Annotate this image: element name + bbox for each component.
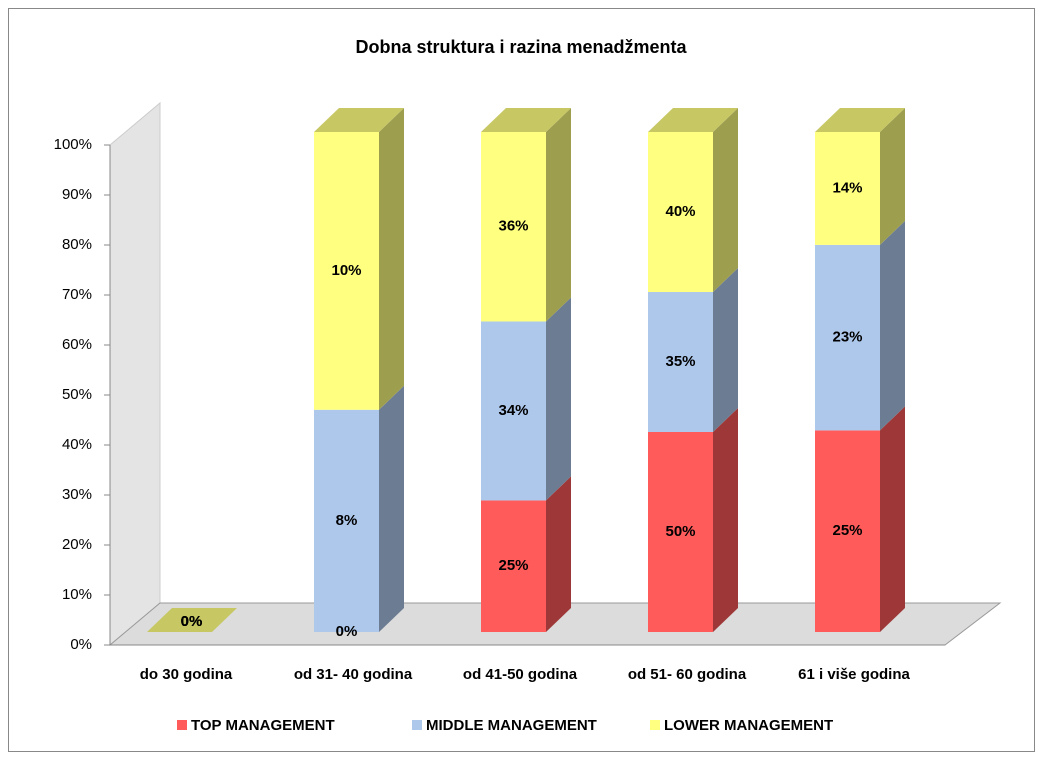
data-label: 14% — [832, 179, 862, 196]
data-label: 25% — [832, 522, 862, 539]
data-label: 50% — [665, 523, 695, 540]
data-label: 0% — [181, 613, 203, 630]
legend-label: MIDDLE MANAGEMENT — [426, 717, 597, 734]
data-label: 8% — [336, 512, 358, 529]
bar-side — [880, 108, 905, 245]
data-label: 25% — [498, 557, 528, 574]
legend-swatch — [650, 720, 660, 730]
bar-top — [481, 108, 571, 132]
bar-segment — [481, 500, 546, 632]
bar-segment — [314, 132, 379, 410]
bar-side — [546, 297, 571, 501]
x-tick-label: do 30 godina — [140, 666, 233, 683]
bar-side — [880, 220, 905, 431]
back-wall — [109, 101, 161, 647]
bar-side — [713, 408, 738, 632]
y-tick-label: 60% — [62, 336, 92, 353]
data-label: 0% — [181, 613, 203, 630]
bar-side — [546, 108, 571, 322]
y-tick-label: 20% — [62, 536, 92, 553]
legend-label: LOWER MANAGEMENT — [664, 717, 833, 734]
bar-segment — [815, 430, 880, 632]
legend-label: TOP MANAGEMENT — [191, 717, 335, 734]
y-tick-label: 50% — [62, 386, 92, 403]
bar-segment — [481, 132, 546, 322]
bar-side — [379, 385, 404, 632]
bar-segment — [815, 132, 880, 245]
bar-top — [147, 608, 237, 632]
y-tick-label: 0% — [70, 636, 92, 653]
bar-top — [314, 108, 404, 132]
data-label: 0% — [336, 623, 358, 640]
bar-side — [713, 268, 738, 432]
x-tick-label: 61 i više godina — [798, 666, 910, 683]
legend-swatch — [177, 720, 187, 730]
bar-top — [648, 108, 738, 132]
y-tick-label: 90% — [62, 186, 92, 203]
data-label: 10% — [331, 262, 361, 279]
bar-side — [379, 108, 404, 410]
chart-title: Dobna struktura i razina menadžmenta — [355, 37, 687, 57]
bar-side — [713, 108, 738, 292]
bar-segment — [815, 244, 880, 431]
data-label: 34% — [498, 402, 528, 419]
y-tick-label: 10% — [62, 586, 92, 603]
bar-segment — [648, 292, 713, 432]
bar-top — [815, 108, 905, 132]
bar-segment — [314, 409, 379, 632]
x-tick-label: od 31- 40 godina — [294, 666, 413, 683]
y-tick-label: 30% — [62, 486, 92, 503]
bar-segment — [481, 321, 546, 501]
bar-segment — [648, 132, 713, 292]
x-tick-label: od 51- 60 godina — [628, 666, 747, 683]
bar-side — [546, 476, 571, 632]
data-label: 0% — [181, 613, 203, 630]
y-tick-label: 80% — [62, 236, 92, 253]
legend-swatch — [412, 720, 422, 730]
y-tick-label: 40% — [62, 436, 92, 453]
bar-segment — [648, 432, 713, 632]
x-tick-label: od 41-50 godina — [463, 666, 578, 683]
data-label: 40% — [665, 203, 695, 220]
data-label: 23% — [832, 329, 862, 346]
y-tick-label: 70% — [62, 286, 92, 303]
data-label: 35% — [665, 353, 695, 370]
bar-side — [880, 406, 905, 632]
y-tick-label: 100% — [54, 136, 92, 153]
data-label: 36% — [498, 218, 528, 235]
